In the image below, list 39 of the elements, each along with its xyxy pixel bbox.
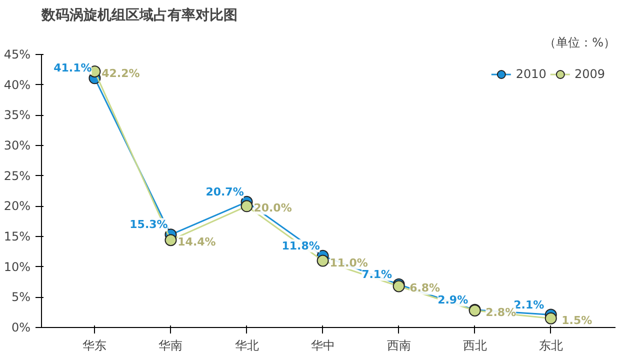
legend-label: 2009: [574, 67, 605, 81]
data-label: 2.9%: [438, 293, 468, 306]
y-tick-label: 20%: [4, 199, 30, 214]
data-label: 7.1%: [362, 268, 392, 281]
chart-title: 数码涡旋机组区域占有率对比图: [40, 6, 238, 24]
point: [316, 254, 329, 267]
y-tick-label: 0%: [11, 320, 31, 334]
x-tick-label: 华中: [310, 338, 335, 352]
y-tick-label: 15%: [4, 230, 30, 244]
y-tick-label: 35%: [4, 108, 30, 122]
text: （单位：%）: [544, 36, 616, 50]
data-label: 11.0%: [330, 256, 368, 270]
data-label: 42.2%: [102, 66, 140, 80]
data-label: 2.1%: [514, 298, 544, 312]
x-tick-label: 西南: [386, 338, 411, 352]
data-label: 2.8%: [486, 306, 516, 320]
y-tick-label: 10%: [4, 260, 30, 274]
y-tick-label: 25%: [4, 168, 30, 183]
legend-label: 2010: [516, 67, 546, 81]
data-label: 20.0%: [254, 202, 292, 215]
y-tick-label: 40%: [4, 78, 30, 92]
x-tick-label: 西北: [462, 338, 487, 352]
y-tick-label: 5%: [11, 290, 31, 304]
point: [544, 312, 557, 324]
data-label: 20.7%: [206, 185, 244, 198]
point: [240, 200, 253, 212]
data-label: 6.8%: [410, 282, 440, 295]
y-tick-label: 45%: [4, 48, 30, 62]
data-label: 41.1%: [54, 62, 92, 75]
y-tick-label: 30%: [4, 138, 30, 152]
x-tick-label: 华南: [158, 338, 183, 352]
x-tick-label: 华东: [82, 338, 107, 352]
data-label: 1.5%: [562, 314, 592, 327]
point: [164, 234, 177, 246]
data-label: 11.8%: [282, 239, 320, 252]
data-label: 14.4%: [178, 236, 216, 249]
data-label: 15.3%: [130, 218, 168, 232]
x-tick-label: 华北: [234, 338, 259, 352]
x-tick-label: 东北: [538, 338, 563, 352]
